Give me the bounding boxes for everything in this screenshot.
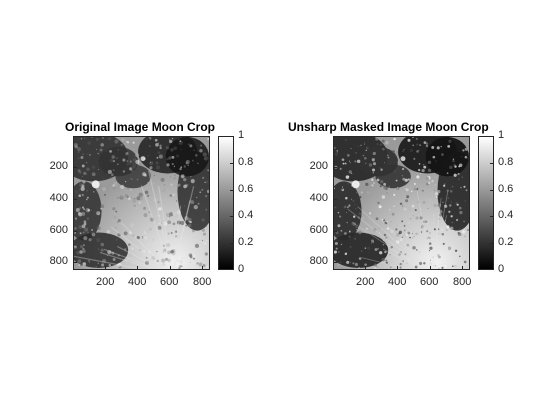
- y-tick-label: 800: [49, 255, 68, 267]
- colorbar-tick-label: 0.8: [498, 156, 514, 168]
- colorbar-tick: [490, 190, 493, 191]
- image-axes: [73, 136, 210, 270]
- x-tick-label: 800: [453, 276, 472, 288]
- colorbar-tick-label: 1: [498, 129, 505, 141]
- colorbar-tick-label: 0.2: [498, 236, 514, 248]
- y-tick: [333, 167, 337, 168]
- x-tick: [365, 266, 366, 270]
- colorbar-tick: [490, 136, 493, 137]
- y-tick-label: 200: [309, 160, 328, 172]
- x-tick-label: 400: [128, 276, 147, 288]
- colorbar-tick: [490, 269, 493, 270]
- colorbar-tick: [230, 163, 233, 164]
- subplot-unsharp: Unsharp Masked Image Moon Crop 200 400 600…: [260, 0, 540, 420]
- subplot-original: Original Image Moon Crop 200 400 600 800 200…: [49, 120, 254, 288]
- y-tick-label: 600: [309, 224, 328, 236]
- moon-image: [74, 137, 209, 269]
- y-tick-label: 200: [49, 160, 68, 172]
- colorbar-tick-label: 0.4: [238, 209, 254, 221]
- colorbar-tick-label: 0.6: [498, 183, 514, 195]
- x-tick: [105, 266, 106, 270]
- x-tick: [462, 266, 463, 270]
- colorbar-tick: [230, 269, 233, 270]
- colorbar-tick-label: 0.6: [238, 183, 254, 195]
- y-tick-label: 600: [49, 224, 68, 236]
- colorbar-tick-label: 0.2: [238, 236, 254, 248]
- x-tick: [170, 266, 171, 270]
- x-tick-label: 200: [356, 276, 375, 288]
- x-tick-label: 200: [96, 276, 115, 288]
- colorbar-tick: [230, 190, 233, 191]
- colorbar-tick-label: 0.8: [238, 156, 254, 168]
- plot-title: Original Image Moon Crop: [65, 120, 216, 134]
- x-tick: [202, 266, 203, 270]
- y-tick: [333, 262, 337, 263]
- y-tick: [73, 231, 77, 232]
- colorbar-tick: [230, 216, 233, 217]
- colorbar: [218, 136, 234, 270]
- colorbar-tick-label: 1: [238, 129, 245, 141]
- colorbar-tick-label: 0.4: [498, 209, 514, 221]
- y-tick-label: 800: [309, 255, 328, 267]
- moon-image: [334, 137, 469, 269]
- y-tick: [73, 262, 77, 263]
- colorbar-tick: [490, 243, 493, 244]
- x-tick-label: 600: [160, 276, 179, 288]
- colorbar-tick-label: 0: [498, 263, 505, 275]
- x-tick-label: 800: [193, 276, 212, 288]
- colorbar-tick: [230, 136, 233, 137]
- x-tick-label: 400: [388, 276, 407, 288]
- x-tick: [137, 266, 138, 270]
- x-tick: [430, 266, 431, 270]
- y-tick-label: 400: [309, 192, 328, 204]
- y-tick: [73, 199, 77, 200]
- colorbar-tick: [490, 163, 493, 164]
- y-tick: [333, 231, 337, 232]
- colorbar-tick: [490, 216, 493, 217]
- x-tick-label: 600: [420, 276, 439, 288]
- plot-title: Unsharp Masked Image Moon Crop: [288, 120, 489, 134]
- y-tick: [73, 167, 77, 168]
- colorbar-tick-label: 0: [238, 263, 245, 275]
- y-tick: [333, 199, 337, 200]
- colorbar-tick: [230, 243, 233, 244]
- x-tick: [397, 266, 398, 270]
- image-axes: [333, 136, 470, 270]
- colorbar: [478, 136, 494, 270]
- y-tick-label: 400: [49, 192, 68, 204]
